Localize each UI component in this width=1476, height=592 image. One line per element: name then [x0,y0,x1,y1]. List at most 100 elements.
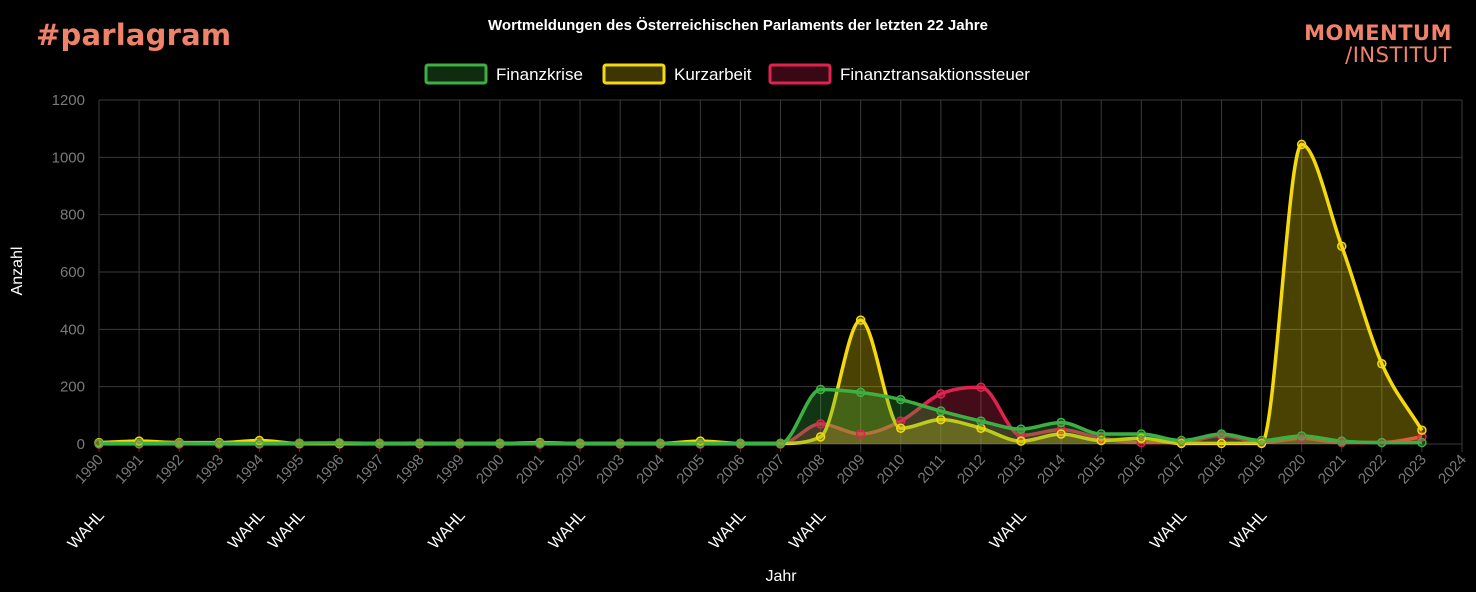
point-finanzkrise[interactable] [855,387,866,398]
x-tick-label: 1992 [152,451,187,487]
y-tick-label: 200 [60,379,85,396]
point-finanzkrise[interactable] [775,438,786,449]
x-tick-label: 2018 [1194,451,1229,487]
point-finanzkrise[interactable] [1296,431,1307,441]
point-finanzkrise[interactable] [94,438,104,449]
legend-label-kurzarbeit[interactable]: Kurzarbeit [674,65,752,84]
election-label: WAHL [546,507,589,552]
point-finanzkrise[interactable] [1377,437,1387,448]
election-label: WAHL [1147,507,1190,552]
point-finanztransaktionssteuer[interactable] [936,389,946,399]
point-finanzkrise[interactable] [1336,436,1347,446]
line-kurzarbeit [98,142,1424,446]
point-finanzkrise[interactable] [735,438,746,449]
legend-label-finanzkrise[interactable]: Finanzkrise [496,65,583,84]
point-finanzkrise[interactable] [1056,417,1066,428]
y-axis-title: Anzahl [9,247,26,296]
point-kurzarbeit[interactable] [896,423,906,433]
point-kurzarbeit[interactable] [1417,425,1427,435]
point-finanzkrise[interactable] [575,438,585,449]
series-areas [98,142,1424,446]
point-kurzarbeit[interactable] [855,315,866,325]
point-kurzarbeit[interactable] [1296,139,1307,150]
point-finanzkrise[interactable] [334,438,345,448]
point-kurzarbeit[interactable] [1216,438,1227,449]
x-tick-label: 2002 [553,451,588,487]
election-label: WAHL [706,507,749,552]
point-finanzkrise[interactable] [896,394,906,405]
x-tick-label: 2006 [713,451,748,487]
point-kurzarbeit[interactable] [976,423,986,433]
x-axis-ticks: 1990 1991 1992 1993 1994 1995 1996 1997 1998 1999… [72,451,1470,487]
x-tick-label: 1997 [353,451,388,487]
x-tick-label: 2008 [794,451,829,487]
point-finanzkrise[interactable] [455,438,465,449]
point-kurzarbeit[interactable] [254,435,265,446]
point-kurzarbeit[interactable] [815,432,826,442]
point-kurzarbeit[interactable] [1336,241,1347,251]
point-finanzkrise[interactable] [294,438,305,448]
x-tick-label: 1995 [272,451,307,487]
x-tick-label: 2013 [994,451,1029,487]
election-label: WAHL [786,507,829,552]
point-finanzkrise[interactable] [1016,424,1026,434]
point-kurzarbeit[interactable] [1256,438,1267,449]
election-label: WAHL [987,507,1030,552]
legend-swatch-finanztransaktionssteuer[interactable] [768,63,832,85]
y-tick-label: 0 [77,436,85,453]
area-kurzarbeit [99,144,1422,444]
point-finanzkrise[interactable] [374,438,385,449]
point-finanzkrise[interactable] [1136,429,1147,439]
x-tick-label: 2012 [954,451,989,487]
x-tick-label: 2009 [834,451,869,487]
point-finanzkrise[interactable] [535,438,545,448]
point-finanztransaktionssteuer[interactable] [815,419,826,429]
election-label: WAHL [1227,507,1270,552]
chart-title: Wortmeldungen des Österreichischen Parla… [488,17,988,34]
x-tick-label: 2021 [1315,451,1350,487]
point-finanztransaktionssteuer[interactable] [855,429,866,439]
point-finanzkrise[interactable] [214,438,225,449]
y-tick-label: 1000 [52,149,85,166]
point-finanzkrise[interactable] [976,416,986,426]
point-finanzkrise[interactable] [815,384,826,395]
legend-swatch-finanzkrise[interactable] [424,63,488,85]
y-tick-label: 400 [60,321,85,338]
point-finanzkrise[interactable] [414,438,425,448]
x-tick-label: 2024 [1435,451,1470,487]
point-finanztransaktionssteuer[interactable] [976,382,986,392]
point-finanztransaktionssteuer[interactable] [896,416,906,426]
line-finanzkrise [99,387,1422,446]
point-kurzarbeit[interactable] [1176,438,1187,449]
election-label: WAHL [225,507,268,552]
point-finanzkrise[interactable] [134,438,144,449]
x-tick-label: 2000 [473,451,508,487]
point-finanzkrise[interactable] [495,438,505,449]
point-kurzarbeit[interactable] [1056,429,1066,439]
point-kurzarbeit[interactable] [1016,436,1026,446]
point-finanzkrise[interactable] [695,438,706,449]
legend-swatch-kurzarbeit[interactable] [602,63,666,85]
x-tick-label: 1996 [313,451,348,487]
point-finanzkrise[interactable] [1256,435,1267,446]
point-finanzkrise[interactable] [1417,437,1427,448]
point-kurzarbeit[interactable] [936,414,946,425]
election-label: WAHL [65,507,108,552]
x-tick-label: 1999 [433,451,468,487]
point-finanzkrise[interactable] [1216,429,1227,439]
point-finanzkrise[interactable] [1176,435,1187,446]
point-kurzarbeit[interactable] [1096,435,1106,446]
point-finanzkrise[interactable] [655,438,665,449]
point-finanzkrise[interactable] [615,438,625,449]
point-kurzarbeit[interactable] [1377,358,1387,369]
point-finanzkrise[interactable] [254,438,265,449]
point-finanzkrise[interactable] [174,438,184,448]
x-tick-label: 1991 [112,451,147,487]
point-finanzkrise[interactable] [1096,429,1106,439]
x-tick-label: 1998 [393,451,428,487]
x-tick-label: 2001 [513,451,548,487]
x-tick-label: 2022 [1355,451,1390,487]
point-finanzkrise[interactable] [936,406,946,416]
legend-label-finanztransaktionssteuer[interactable]: Finanztransaktionssteuer [840,65,1030,84]
x-tick-label: 2014 [1034,451,1069,487]
